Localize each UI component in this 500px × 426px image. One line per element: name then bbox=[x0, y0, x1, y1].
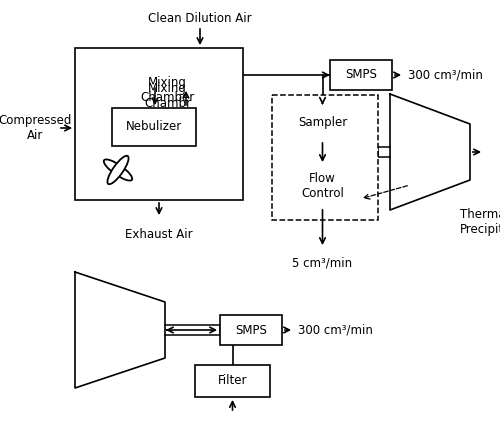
Text: Mixing
Chamber: Mixing Chamber bbox=[140, 76, 194, 104]
Text: SMPS: SMPS bbox=[235, 323, 267, 337]
Text: Filter: Filter bbox=[218, 374, 247, 388]
Bar bbox=[330, 60, 392, 90]
Bar bbox=[272, 95, 378, 220]
Text: 300 cm³/min: 300 cm³/min bbox=[298, 323, 373, 337]
Bar bbox=[220, 315, 282, 345]
Text: Clean Dilution Air: Clean Dilution Air bbox=[148, 12, 252, 25]
Text: 300 cm³/min: 300 cm³/min bbox=[408, 69, 483, 81]
Text: Sampler: Sampler bbox=[298, 116, 347, 129]
Ellipse shape bbox=[108, 156, 128, 184]
Text: Mixing
Chambr: Mixing Chambr bbox=[144, 82, 191, 110]
Bar bbox=[285, 165, 360, 207]
Text: Thermal
Precipitator: Thermal Precipitator bbox=[460, 208, 500, 236]
Text: Compressed
Air: Compressed Air bbox=[0, 114, 72, 142]
Text: Nebulizer: Nebulizer bbox=[126, 121, 182, 133]
Text: SMPS: SMPS bbox=[345, 69, 377, 81]
Text: 5 cm³/min: 5 cm³/min bbox=[292, 256, 352, 269]
Text: Exhaust Air: Exhaust Air bbox=[125, 228, 193, 241]
Bar bbox=[112, 108, 196, 146]
Bar bbox=[75, 48, 243, 200]
Bar bbox=[195, 365, 270, 397]
Text: Flow
Control: Flow Control bbox=[301, 172, 344, 200]
Polygon shape bbox=[390, 94, 470, 210]
Polygon shape bbox=[75, 272, 165, 388]
Bar bbox=[285, 105, 360, 140]
Ellipse shape bbox=[104, 159, 132, 181]
